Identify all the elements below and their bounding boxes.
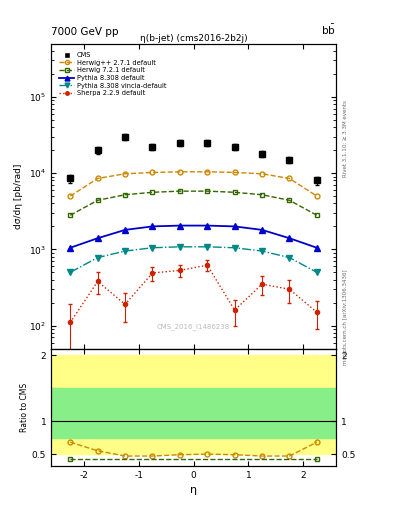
Y-axis label: dσ/dη [pb/rad]: dσ/dη [pb/rad]: [15, 163, 24, 229]
Y-axis label: Ratio to CMS: Ratio to CMS: [20, 382, 29, 432]
Legend: CMS, Herwig++ 2.7.1 default, Herwig 7.2.1 default, Pythia 8.308 default, Pythia : CMS, Herwig++ 2.7.1 default, Herwig 7.2.…: [57, 50, 168, 98]
Text: Rivet 3.1.10; ≥ 3.3M events: Rivet 3.1.10; ≥ 3.3M events: [343, 100, 348, 177]
Bar: [51, 388, 336, 438]
X-axis label: η: η: [190, 485, 197, 495]
Text: 7000 GeV pp: 7000 GeV pp: [51, 27, 119, 37]
Bar: [51, 355, 336, 454]
Text: mcplots.cern.ch [arXiv:1306.3436]: mcplots.cern.ch [arXiv:1306.3436]: [343, 270, 348, 365]
Text: b$\bar{\rm b}$: b$\bar{\rm b}$: [321, 23, 336, 37]
Text: CMS_2016_I1486238: CMS_2016_I1486238: [157, 324, 230, 330]
Title: η(b-jet) (cms2016-2b2j): η(b-jet) (cms2016-2b2j): [140, 34, 247, 42]
